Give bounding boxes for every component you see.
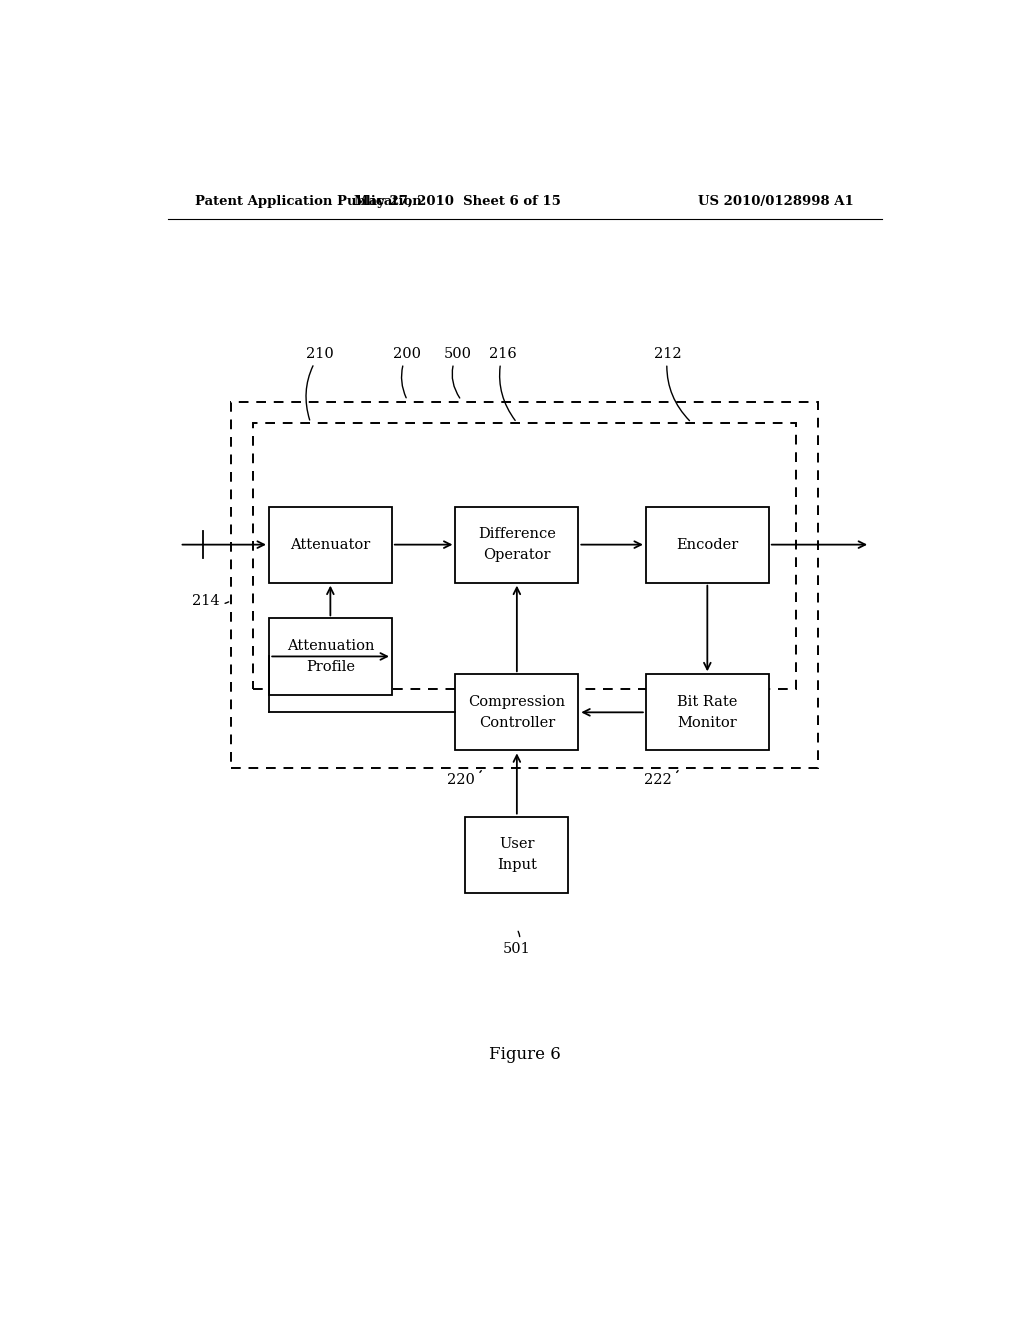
- Text: Compression
Controller: Compression Controller: [468, 696, 565, 730]
- Text: 501: 501: [503, 932, 530, 956]
- Bar: [456, 675, 579, 751]
- Text: User
Input: User Input: [497, 837, 537, 873]
- Bar: [646, 675, 769, 751]
- Text: Figure 6: Figure 6: [488, 1047, 561, 1064]
- Text: 214: 214: [191, 594, 228, 607]
- Bar: [456, 507, 579, 582]
- Text: 222: 222: [644, 771, 678, 788]
- Text: Attenuator: Attenuator: [290, 537, 371, 552]
- Text: Attenuation
Profile: Attenuation Profile: [287, 639, 374, 673]
- Text: May 27, 2010  Sheet 6 of 15: May 27, 2010 Sheet 6 of 15: [354, 194, 561, 207]
- Text: US 2010/0128998 A1: US 2010/0128998 A1: [698, 194, 854, 207]
- Bar: [646, 507, 769, 582]
- Bar: [465, 817, 568, 892]
- Bar: [269, 507, 392, 582]
- Bar: [253, 422, 797, 689]
- Text: 220: 220: [447, 771, 481, 788]
- Text: 200: 200: [393, 347, 421, 397]
- Text: Encoder: Encoder: [676, 537, 738, 552]
- Bar: [269, 618, 392, 694]
- Text: Difference
Operator: Difference Operator: [478, 527, 556, 562]
- Text: 216: 216: [488, 347, 516, 421]
- Text: 212: 212: [654, 347, 689, 421]
- Text: Bit Rate
Monitor: Bit Rate Monitor: [677, 696, 737, 730]
- Text: Patent Application Publication: Patent Application Publication: [196, 194, 422, 207]
- Bar: [231, 403, 818, 768]
- Text: 210: 210: [306, 347, 334, 420]
- Text: 500: 500: [443, 347, 471, 399]
